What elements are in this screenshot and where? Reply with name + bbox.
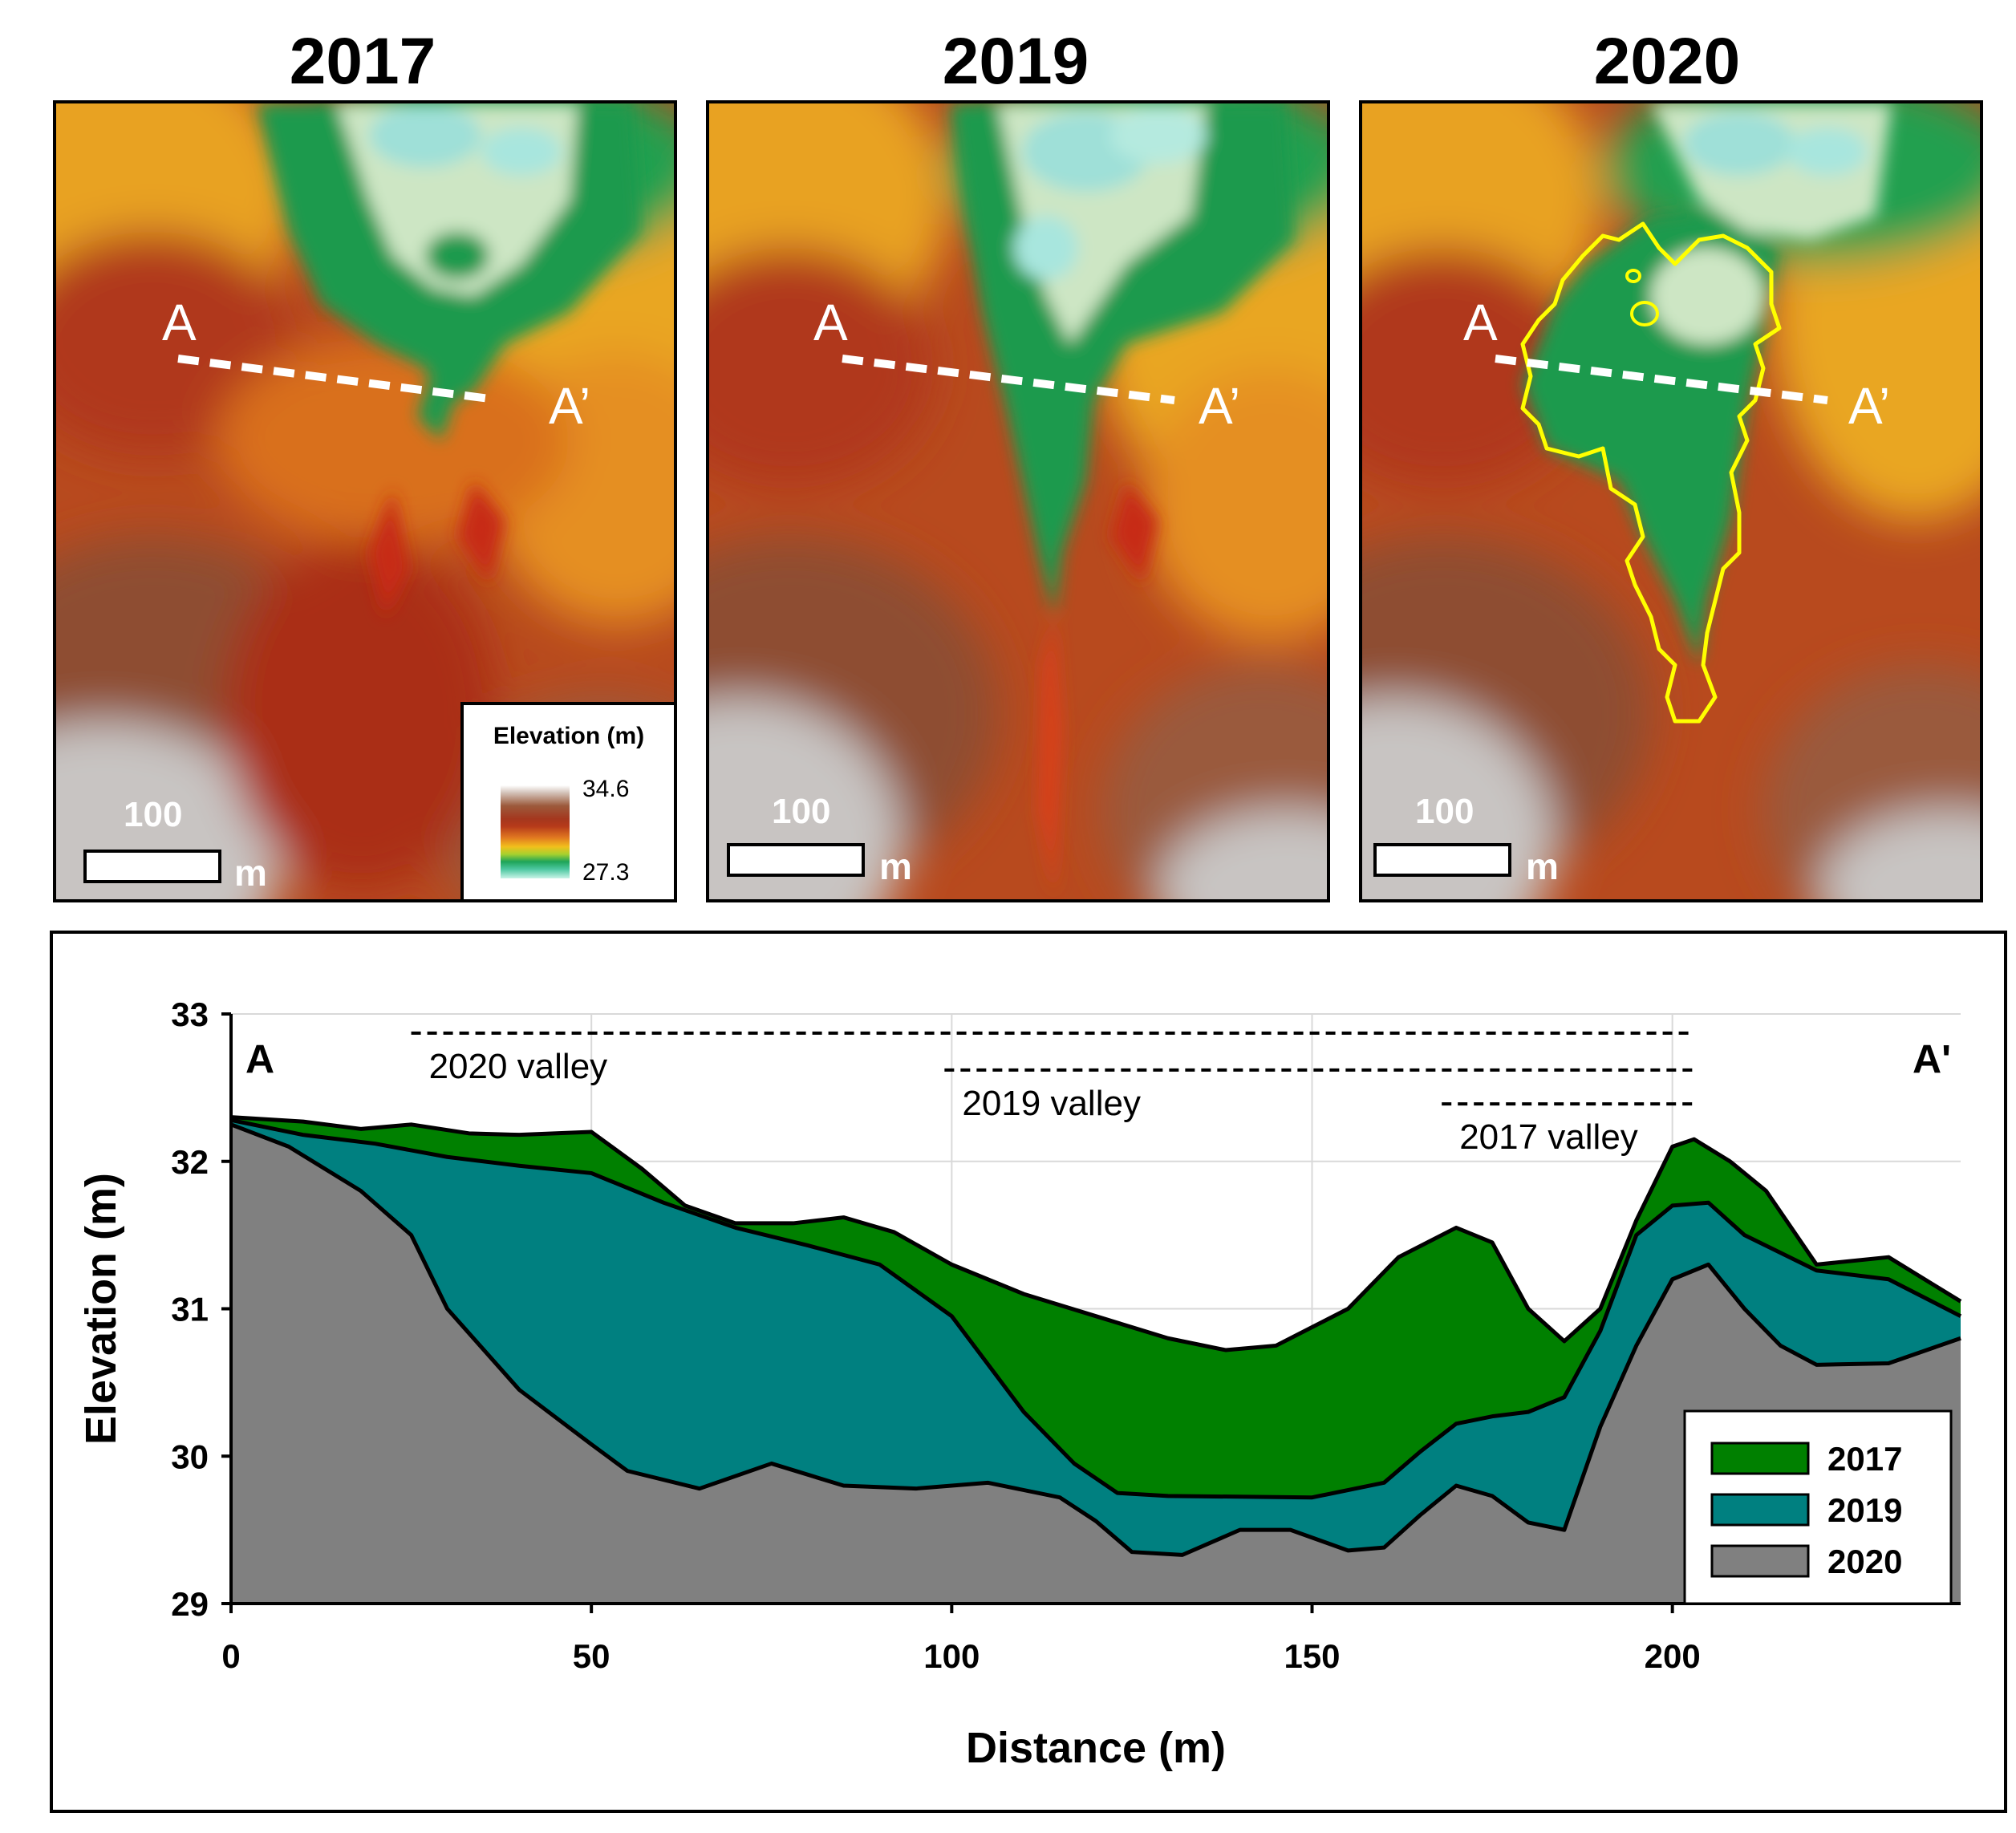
legend-swatch-2019 [1710,1493,1810,1527]
elevation-legend-min: 27.3 [582,859,630,886]
surface-line-2020 [230,1122,1961,1557]
y-tick-label: 30 [171,1438,209,1475]
x-tick-label: 0 [221,1637,240,1675]
valley-annotation: 2019 valley [962,1084,1141,1123]
map-title-2019: 2019 [942,25,1089,98]
valley-annotation: 2017 valley [1459,1117,1638,1157]
cross-section-chart-panel: 0 50 100 150 200 29 30 31 32 33 Distance (m) Elevat… [50,931,2007,1813]
scale-bar-unit: m [234,852,267,894]
x-tick-label: 100 [923,1637,980,1675]
y-axis-title: Elevation (m) [77,1173,125,1445]
section-line-2017 [177,355,490,403]
y-tick-label: 31 [171,1291,209,1328]
surface-line-2019 [230,1117,1962,1500]
valley-outline-2020 [1520,221,1782,724]
section-start-label: A [162,294,197,351]
x-tick-label: 200 [1645,1637,1701,1675]
map-title-2020: 2020 [1593,25,1741,98]
scale-bar-value: 100 [1415,792,1474,831]
elevation-map-2020: A A’ 100 m [1359,100,1983,902]
section-start-label: A [1463,294,1498,351]
section-start-label: A [245,1037,274,1082]
scale-bar-value: 100 [124,795,183,834]
scale-bar [727,843,865,877]
section-end-label: A’ [1199,377,1241,435]
elevation-legend-max: 34.6 [582,776,630,802]
dem-raster-2020 [1362,103,1980,899]
x-axis-title: Distance (m) [966,1724,1226,1772]
elevation-color-ramp [501,785,570,878]
area-2020 [231,1124,1961,1604]
elevation-map-2017: A A’ 100 m Elevation (m) 34.6 27.3 [53,100,677,902]
map-title-2017: 2017 [289,25,436,98]
scale-bar-unit: m [879,846,912,887]
scale-bar [1373,843,1511,877]
section-end-label: A' [1913,1037,1951,1082]
legend-label-2019: 2019 [1827,1491,1902,1529]
cross-section-chart: 0 50 100 150 200 29 30 31 32 33 Distance (m) Elevat… [77,996,1962,1772]
elevation-legend-title: Elevation (m) [493,723,645,749]
scale-bar-unit: m [1526,846,1559,887]
surface-line-2017 [230,1115,1962,1352]
scale-bar [83,850,221,883]
section-line-2020 [1495,355,1828,404]
legend-label-2020: 2020 [1827,1543,1902,1580]
section-end-label: A’ [1848,377,1891,435]
x-tick-label: 50 [573,1637,610,1675]
legend-swatch-2017 [1710,1442,1810,1475]
y-tick-label: 32 [171,1143,209,1181]
valley-annotation: 2020 valley [429,1047,608,1086]
y-tick-label: 29 [171,1585,209,1623]
section-line-2019 [842,355,1175,404]
section-start-label: A [813,294,848,351]
section-end-label: A’ [549,377,591,435]
y-tick-label: 33 [171,996,209,1033]
x-tick-label: 150 [1284,1637,1340,1675]
legend-swatch-2020 [1710,1544,1810,1578]
dem-raster-2017 [56,103,674,899]
legend-label-2017: 2017 [1827,1440,1902,1478]
elevation-legend: Elevation (m) 34.6 27.3 [460,702,674,899]
scale-bar-value: 100 [772,792,831,831]
elevation-map-2019: A A’ 100 m [706,100,1330,902]
